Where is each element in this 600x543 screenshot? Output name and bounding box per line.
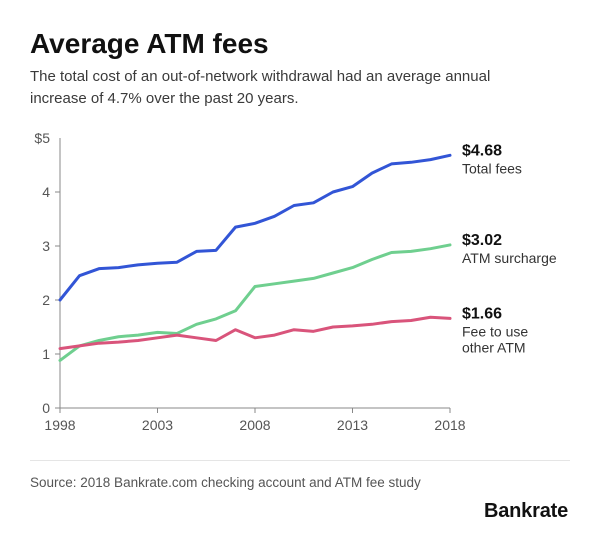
x-tick-label: 1998 [44,417,75,433]
line-chart: 0 1 2 3 4 $5 1998 2003 2008 2013 2018 $4.68Total fe… [30,128,570,438]
series-end-label-total: $4.68Total fees [462,142,522,176]
chart-subtitle: The total cost of an out-of-network with… [30,66,550,110]
svg-text:ATM surcharge: ATM surcharge [462,249,557,265]
series-end-label-other: $1.66Fee to useother ATM [462,305,528,355]
svg-text:Fee to use: Fee to use [462,323,528,339]
y-tick-label: 1 [42,346,50,362]
x-tick-label: 2018 [434,417,465,433]
x-tick-label: 2003 [142,417,173,433]
chart-card: Average ATM fees The total cost of an ou… [0,0,600,543]
series-end-label-surcharge: $3.02ATM surcharge [462,231,557,265]
y-tick-label: 3 [42,238,50,254]
y-tick-label: 0 [42,400,50,416]
brand-logo: Bankrate [484,500,568,523]
y-tick-label: $5 [34,130,50,146]
svg-text:$4.68: $4.68 [462,142,502,159]
chart-title: Average ATM fees [30,28,570,60]
svg-text:$3.02: $3.02 [462,231,502,248]
x-tick-label: 2008 [239,417,270,433]
series-total [60,155,450,300]
svg-text:$1.66: $1.66 [462,305,502,322]
chart-svg: 0 1 2 3 4 $5 1998 2003 2008 2013 2018 $4.68Total fe… [30,128,570,438]
series-other [60,317,450,348]
y-tick-label: 4 [42,184,50,200]
svg-text:Total fees: Total fees [462,160,522,176]
y-tick-label: 2 [42,292,50,308]
svg-text:other ATM: other ATM [462,339,526,355]
x-tick-label: 2013 [337,417,368,433]
source-line: Source: 2018 Bankrate.com checking accou… [30,460,570,490]
